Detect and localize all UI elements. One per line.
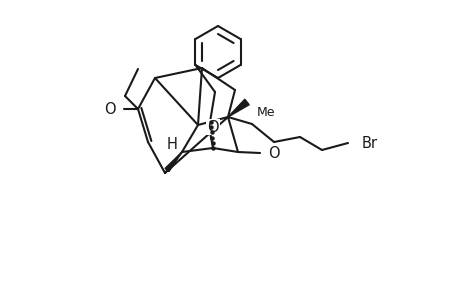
Polygon shape xyxy=(165,152,182,172)
Polygon shape xyxy=(228,99,249,117)
Text: O: O xyxy=(207,119,218,134)
Text: O: O xyxy=(268,146,279,160)
Text: O: O xyxy=(104,101,116,116)
Text: Br: Br xyxy=(361,136,377,151)
Text: H: H xyxy=(166,136,177,152)
Text: Me: Me xyxy=(257,106,275,119)
